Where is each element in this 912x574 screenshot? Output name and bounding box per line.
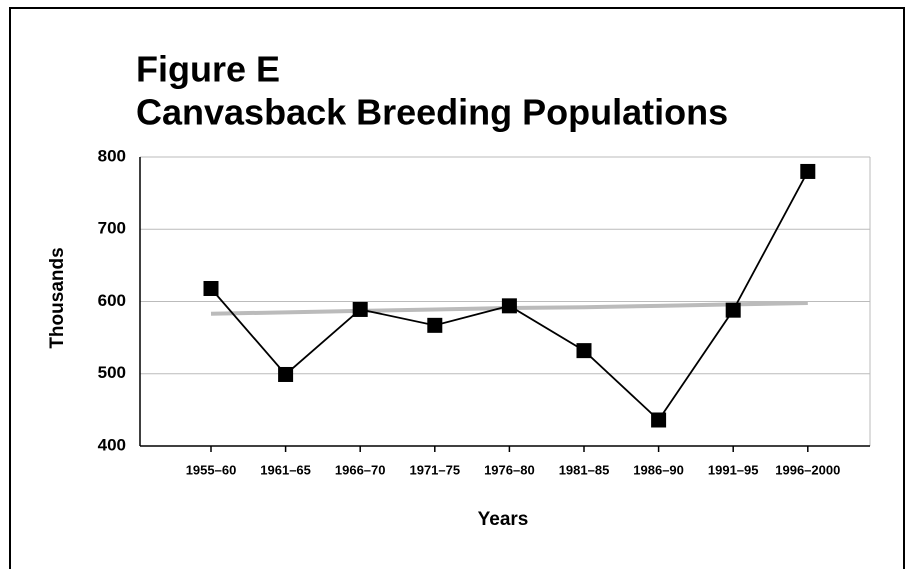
x-tick-label: 1981–85 [559, 462, 610, 477]
y-tick-label: 600 [98, 291, 126, 310]
frame [9, 7, 905, 574]
y-tick-label: 500 [98, 363, 126, 382]
marker [800, 163, 816, 179]
chart-subtitle: Canvasback Breeding Populations [136, 92, 728, 133]
x-tick-label: 1961–65 [260, 462, 311, 477]
y-tick-label: 700 [98, 219, 126, 238]
x-tick-label: 1991–95 [708, 462, 759, 477]
marker [501, 298, 517, 314]
x-axis-label: Years [478, 509, 529, 530]
x-tick-label: 1996–2000 [775, 462, 840, 477]
x-tick-label: 1986–90 [633, 462, 684, 477]
marker [576, 343, 592, 359]
marker [203, 280, 219, 296]
marker [427, 317, 443, 333]
y-tick-label: 800 [98, 146, 126, 165]
y-tick-label: 400 [98, 435, 126, 454]
x-tick-label: 1971–75 [409, 462, 460, 477]
marker [725, 302, 741, 318]
x-tick-label: 1966–70 [335, 462, 386, 477]
x-tick-label: 1976–80 [484, 462, 535, 477]
marker [352, 301, 368, 317]
chart-title: Figure E [136, 49, 280, 90]
x-tick-label: 1955–60 [186, 462, 237, 477]
y-axis-label: Thousands [47, 247, 68, 348]
marker [651, 412, 667, 428]
marker [278, 366, 294, 382]
